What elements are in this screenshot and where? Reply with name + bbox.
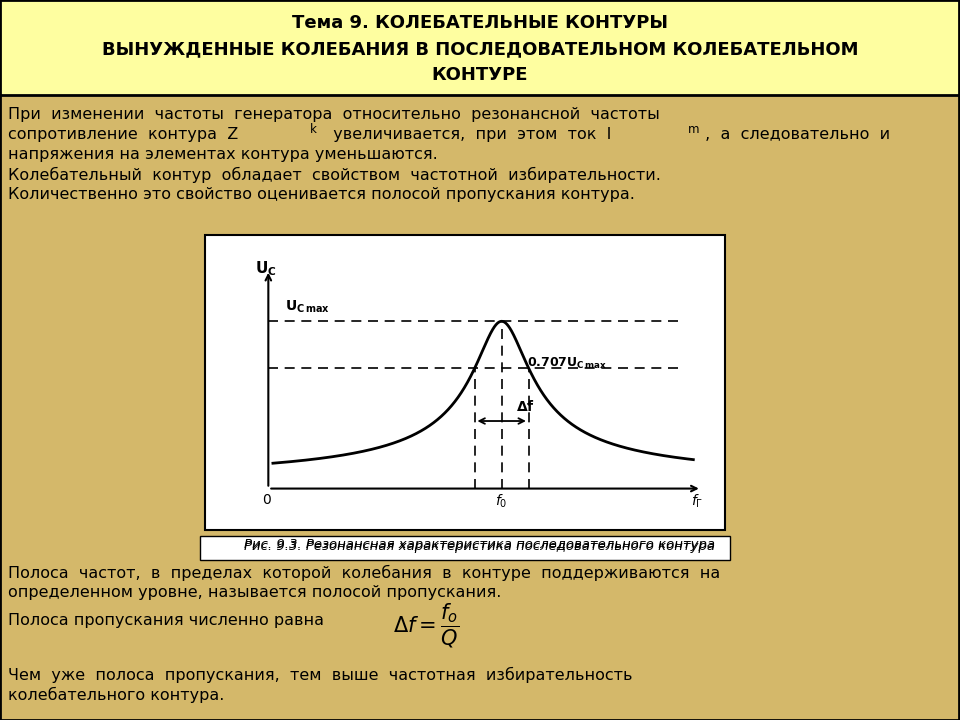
Text: Полоса пропускания численно равна: Полоса пропускания численно равна xyxy=(8,613,324,628)
Text: Полоса  частот,  в  пределах  которой  колебания  в  контуре  поддерживаются  на: Полоса частот, в пределах которой колеба… xyxy=(8,565,720,581)
Text: ,  а  следовательно  и: , а следовательно и xyxy=(700,127,890,142)
Text: Чем  уже  полоса  пропускания,  тем  выше  частотная  избирательность: Чем уже полоса пропускания, тем выше час… xyxy=(8,667,633,683)
Text: $f_0$: $f_0$ xyxy=(495,492,508,510)
Text: $\mathbf{U_{C\,max}}$: $\mathbf{U_{C\,max}}$ xyxy=(285,299,330,315)
Text: Количественно это свойство оценивается полосой пропускания контура.: Количественно это свойство оценивается п… xyxy=(8,187,635,202)
Text: При  изменении  частоты  генератора  относительно  резонансной  частоты: При изменении частоты генератора относит… xyxy=(8,107,660,122)
Text: $\mathbf{0.707U_{C\,max}}$: $\mathbf{0.707U_{C\,max}}$ xyxy=(527,356,607,372)
Text: Рис. 9.3. Резонансная характеристика последовательного контура: Рис. 9.3. Резонансная характеристика пос… xyxy=(245,540,715,553)
Text: $\mathbf{U_C}$: $\mathbf{U_C}$ xyxy=(255,259,277,278)
Text: определенном уровне, называется полосой пропускания.: определенном уровне, называется полосой … xyxy=(8,585,501,600)
Bar xyxy=(200,536,730,560)
Text: 0: 0 xyxy=(262,492,271,507)
Text: ВЫНУЖДЕННЫЕ КОЛЕБАНИЯ В ПОСЛЕДОВАТЕЛЬНОМ КОЛЕБАТЕЛЬНОМ: ВЫНУЖДЕННЫЕ КОЛЕБАНИЯ В ПОСЛЕДОВАТЕЛЬНОМ… xyxy=(102,40,858,58)
Text: $\mathbf{\Delta f}$: $\mathbf{\Delta f}$ xyxy=(516,399,535,414)
Text: $\Delta f = \dfrac{f_o}{Q}$: $\Delta f = \dfrac{f_o}{Q}$ xyxy=(393,602,459,650)
Text: сопротивление  контура  Z: сопротивление контура Z xyxy=(8,127,238,142)
Text: КОНТУРЕ: КОНТУРЕ xyxy=(432,66,528,84)
Bar xyxy=(205,235,725,530)
Text: колебательного контура.: колебательного контура. xyxy=(8,687,225,703)
Text: Рис. 9.3. Резонансная характеристика последовательного контура: Рис. 9.3. Резонансная характеристика пос… xyxy=(245,538,715,551)
Text: Тема 9. КОЛЕБАТЕЛЬНЫЕ КОНТУРЫ: Тема 9. КОЛЕБАТЕЛЬНЫЕ КОНТУРЫ xyxy=(292,14,668,32)
Text: m: m xyxy=(688,123,700,136)
Bar xyxy=(0,95,960,720)
Text: увеличивается,  при  этом  ток  I: увеличивается, при этом ток I xyxy=(323,127,612,142)
Text: напряжения на элементах контура уменьшаются.: напряжения на элементах контура уменьшаю… xyxy=(8,147,438,162)
Text: Колебательный  контур  обладает  свойством  частотной  избирательности.: Колебательный контур обладает свойством … xyxy=(8,167,660,183)
Text: k: k xyxy=(310,123,317,136)
Text: $f_\Gamma$: $f_\Gamma$ xyxy=(691,492,704,510)
Bar xyxy=(0,0,960,95)
